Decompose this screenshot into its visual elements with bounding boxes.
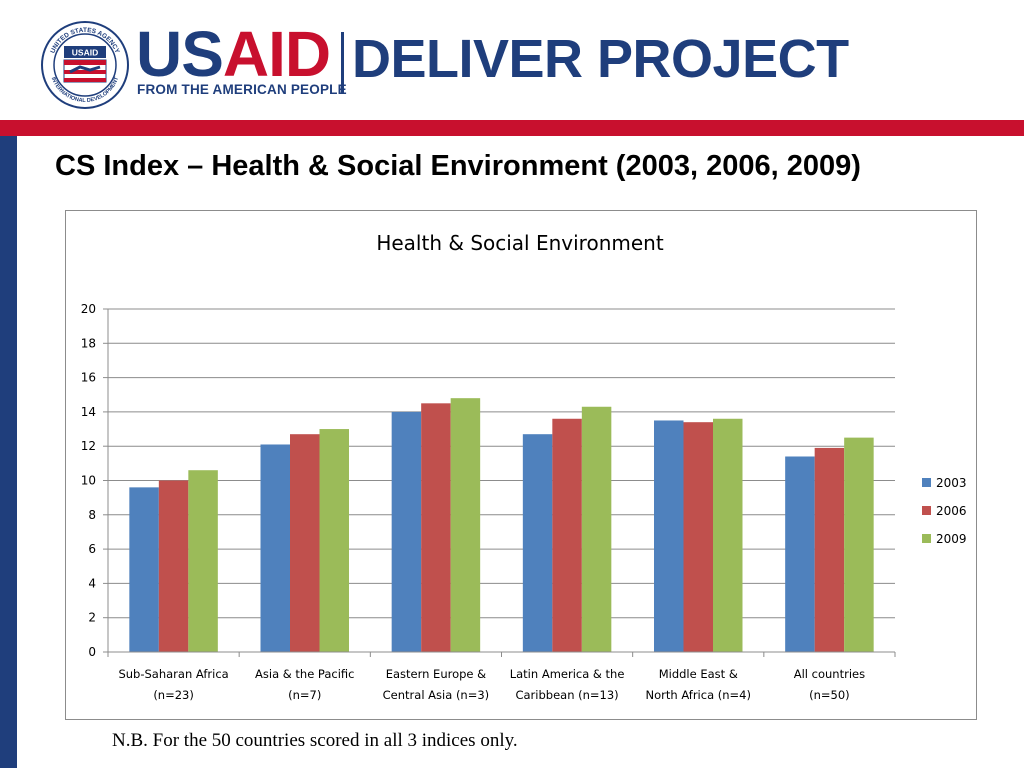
legend-label-2003: 2003 bbox=[936, 476, 967, 490]
chart-title: Health & Social Environment bbox=[376, 231, 664, 255]
y-tick-label: 18 bbox=[81, 336, 96, 350]
y-tick-label: 8 bbox=[88, 508, 96, 522]
bar-2009-0 bbox=[188, 470, 218, 652]
bars bbox=[129, 398, 874, 652]
deliver-project-wordmark: DELIVER PROJECT bbox=[352, 29, 849, 89]
legend-label-2009: 2009 bbox=[936, 532, 967, 546]
y-tick-label: 14 bbox=[81, 405, 96, 419]
y-tick-label: 2 bbox=[88, 611, 96, 625]
usaid-wordmark: USAID bbox=[136, 22, 331, 86]
y-tick-label: 20 bbox=[81, 302, 96, 316]
x-category-label: North Africa (n=4) bbox=[646, 688, 752, 702]
x-category-label: Latin America & the bbox=[510, 667, 625, 681]
bar-2006-4 bbox=[683, 422, 713, 652]
y-tick-label: 12 bbox=[81, 439, 96, 453]
legend-swatch-2009 bbox=[922, 534, 931, 543]
legend-swatch-2003 bbox=[922, 478, 931, 487]
header-banner: USAID UNITED STATES AGENCY INTERNATIONAL… bbox=[0, 0, 1024, 118]
x-category-label: Eastern Europe & bbox=[386, 667, 486, 681]
bar-2006-1 bbox=[290, 434, 320, 652]
legend-label-2006: 2006 bbox=[936, 504, 967, 518]
bar-2009-1 bbox=[319, 429, 349, 652]
bar-2006-3 bbox=[552, 418, 582, 652]
bar-2006-2 bbox=[421, 403, 451, 652]
bar-2009-3 bbox=[581, 406, 612, 652]
bar-2003-2 bbox=[391, 411, 422, 652]
bar-2003-3 bbox=[522, 434, 553, 652]
x-category-label: (n=7) bbox=[288, 688, 321, 702]
y-tick-label: 6 bbox=[88, 542, 96, 556]
brand-tagline: FROM THE AMERICAN PEOPLE bbox=[137, 82, 347, 97]
x-category-label: Sub-Saharan Africa bbox=[118, 667, 228, 681]
bar-2009-5 bbox=[844, 437, 874, 652]
bar-2003-5 bbox=[785, 456, 815, 652]
legend: 2003 2006 2009 bbox=[922, 476, 967, 546]
brand-aid: AID bbox=[222, 18, 331, 90]
left-blue-stripe bbox=[0, 136, 17, 768]
bar-2009-4 bbox=[713, 418, 743, 652]
x-category-label: Caribbean (n=13) bbox=[515, 688, 618, 702]
bar-chart: Health & Social Environment 0 2 4 6 8 10 12 14 1… bbox=[81, 231, 967, 702]
x-category-label: (n=23) bbox=[153, 688, 194, 702]
y-tick-label: 0 bbox=[88, 645, 96, 659]
slide-title: CS Index – Health & Social Environment (… bbox=[55, 150, 861, 182]
y-tick-label: 16 bbox=[81, 371, 96, 385]
axes: 0 2 4 6 8 10 12 14 16 18 20 Sub-Saharan Africa (n=23… bbox=[81, 302, 896, 702]
footnote: N.B. For the 50 countries scored in all … bbox=[112, 730, 518, 751]
chart-container: Health & Social Environment 0 2 4 6 8 10 12 14 1… bbox=[65, 210, 977, 720]
x-category-label: Middle East & bbox=[659, 667, 738, 681]
bar-2006-0 bbox=[158, 480, 189, 652]
y-tick-label: 10 bbox=[81, 474, 96, 488]
x-category-label: Central Asia (n=3) bbox=[383, 688, 490, 702]
x-category-label: All countries bbox=[794, 667, 865, 681]
bar-2006-5 bbox=[814, 447, 845, 652]
brand-divider bbox=[341, 32, 344, 94]
x-category-label: Asia & the Pacific bbox=[255, 667, 354, 681]
bar-2009-2 bbox=[450, 398, 481, 652]
bar-2003-0 bbox=[129, 487, 159, 652]
svg-text:USAID: USAID bbox=[72, 48, 98, 58]
legend-swatch-2006 bbox=[922, 506, 931, 515]
header-red-stripe bbox=[0, 120, 1024, 136]
y-tick-label: 4 bbox=[88, 576, 96, 590]
bar-2003-4 bbox=[654, 420, 684, 652]
brand-us: US bbox=[136, 18, 224, 90]
gridlines bbox=[108, 308, 895, 653]
usaid-seal-logo: USAID UNITED STATES AGENCY INTERNATIONAL… bbox=[41, 21, 129, 109]
x-category-label: (n=50) bbox=[809, 688, 850, 702]
bar-2003-1 bbox=[260, 444, 290, 652]
